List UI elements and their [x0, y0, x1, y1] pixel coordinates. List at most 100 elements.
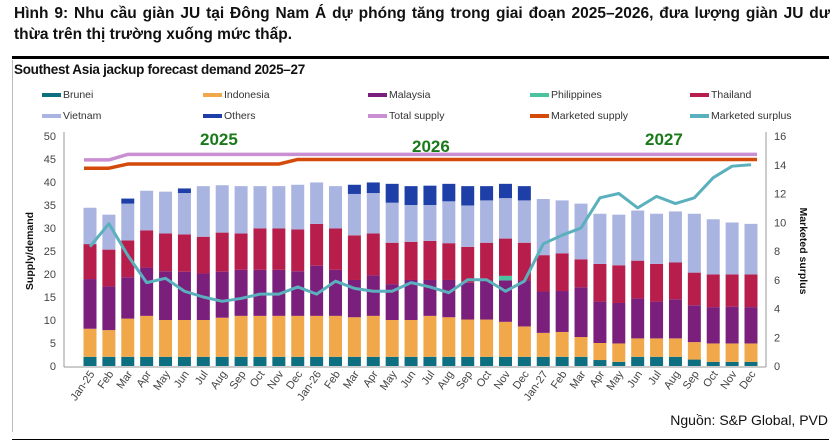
- x-tick-label: Mar: [568, 369, 589, 392]
- y-tick-label: 25: [44, 246, 56, 258]
- bar-segment-vietnam: [102, 214, 116, 250]
- bar-segment-indonesia: [461, 319, 475, 357]
- bar-segment-malaysia: [725, 306, 739, 344]
- bar-segment-indonesia: [329, 315, 343, 357]
- bar-segment-vietnam: [612, 214, 626, 266]
- bar-segment-indonesia: [83, 328, 97, 357]
- x-tick-label: Feb: [549, 369, 570, 391]
- bar-segment-vietnam: [234, 186, 248, 234]
- bar-segment-vietnam: [423, 205, 437, 241]
- bar-segment-others: [498, 183, 512, 199]
- y-tick-label: 50: [44, 131, 56, 143]
- bar-segment-vietnam: [574, 203, 588, 260]
- bar-segment-malaysia: [498, 280, 512, 322]
- x-tick-label: Oct: [474, 369, 494, 390]
- bar-segment-malaysia: [83, 279, 97, 329]
- legend-item-philippines: Philippines: [530, 89, 602, 101]
- legend-swatch: [690, 93, 709, 97]
- legend-swatch: [368, 114, 387, 118]
- bar-segment-brunei: [593, 360, 607, 366]
- bar-segment-others: [461, 186, 475, 206]
- legend-swatch: [42, 93, 61, 97]
- bar-segment-malaysia: [234, 269, 248, 316]
- bar-segment-malaysia: [555, 291, 569, 332]
- bar-segment-indonesia: [404, 320, 418, 357]
- bar-segment-thailand: [385, 242, 399, 285]
- bar-segment-indonesia: [385, 320, 399, 357]
- bar-segment-vietnam: [687, 213, 701, 273]
- bar-segment-indonesia: [536, 332, 550, 357]
- bar-segment-brunei: [461, 356, 475, 366]
- year-annotation: 2027: [645, 130, 683, 149]
- chart-title: Southest Asia jackup forecast demand 202…: [14, 62, 305, 77]
- bar-segment-others: [423, 185, 437, 205]
- x-tick-label: Jun: [172, 369, 192, 390]
- bar-segment-thailand: [253, 228, 267, 270]
- bar-segment-malaysia: [612, 302, 626, 344]
- bar-segment-malaysia: [442, 279, 456, 318]
- bar-segment-malaysia: [744, 307, 758, 344]
- bar-segment-brunei: [215, 356, 229, 366]
- title-rule: [12, 56, 829, 59]
- bar-segment-brunei: [253, 356, 267, 366]
- bar-segment-malaysia: [159, 271, 173, 320]
- bar-segment-brunei: [347, 356, 361, 366]
- bar-segment-brunei: [404, 356, 418, 366]
- bar-segment-thailand: [744, 274, 758, 308]
- bar-segment-indonesia: [744, 343, 758, 362]
- bar-segment-brunei: [480, 356, 494, 366]
- bar-segment-vietnam: [329, 186, 343, 229]
- x-tick-label: Nov: [492, 368, 513, 391]
- bar-segment-indonesia: [310, 315, 324, 357]
- legend-label: Philippines: [551, 89, 602, 101]
- bar-segment-indonesia: [706, 343, 720, 362]
- bar-segment-thailand: [442, 243, 456, 280]
- bar-segment-thailand: [631, 260, 645, 299]
- bar-segment-thailand: [347, 235, 361, 280]
- bar-segment-brunei: [423, 356, 437, 366]
- bar-segment-thailand: [480, 242, 494, 281]
- x-tick-label: Nov: [719, 368, 740, 391]
- bar-segment-vietnam: [366, 193, 380, 234]
- bar-segment-brunei: [310, 356, 324, 366]
- bar-segment-others: [517, 186, 531, 201]
- bar-segment-thailand: [555, 253, 569, 292]
- y-tick-label: 20: [44, 269, 56, 281]
- bar-segment-indonesia: [517, 326, 531, 357]
- bar-segment-thailand: [196, 236, 210, 274]
- legend-label: Thailand: [711, 89, 752, 101]
- legend-label: Brunei: [63, 89, 94, 101]
- x-tick-label: May: [151, 368, 173, 392]
- bar-segment-others: [442, 183, 456, 202]
- bar-segment-vietnam: [650, 213, 664, 264]
- x-tick-label: Nov: [265, 368, 286, 391]
- y-tick-label: 35: [44, 200, 56, 212]
- bar-segment-indonesia: [253, 315, 267, 357]
- bar-segment-malaysia: [121, 277, 135, 319]
- bar-segment-malaysia: [215, 271, 229, 318]
- bar-segment-thailand: [83, 244, 97, 280]
- bar-segment-indonesia: [215, 317, 229, 357]
- bar-segment-indonesia: [366, 315, 380, 357]
- legend-swatch: [203, 114, 222, 118]
- legend-label: Malaysia: [389, 89, 431, 101]
- bar-segment-brunei: [102, 356, 116, 366]
- bar-segment-malaysia: [687, 305, 701, 343]
- year-annotation: 2025: [200, 130, 238, 149]
- bar-segment-brunei: [177, 356, 191, 366]
- bar-segment-brunei: [366, 356, 380, 366]
- legend-label: Marketed supply: [551, 110, 629, 122]
- bar-segment-indonesia: [140, 315, 154, 357]
- bar-segment-thailand: [650, 263, 664, 302]
- bar-segment-thailand: [310, 223, 324, 266]
- x-tick-label: Aug: [662, 369, 683, 392]
- bar-segment-indonesia: [177, 320, 191, 357]
- figure-title: Hình 9: Nhu cầu giàn JU tại Đông Nam Á d…: [14, 5, 830, 43]
- bar-segment-vietnam: [706, 219, 720, 275]
- bar-segment-indonesia: [725, 343, 739, 362]
- legend-swatch: [530, 114, 549, 118]
- bar-segment-vietnam: [480, 200, 494, 243]
- y2-tick-label: 10: [774, 217, 786, 229]
- bar-segment-vietnam: [593, 213, 607, 264]
- bar-segment-vietnam: [517, 200, 531, 243]
